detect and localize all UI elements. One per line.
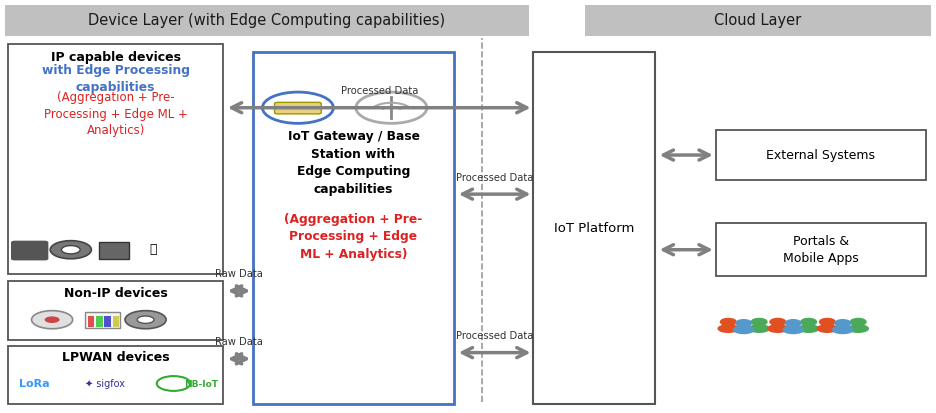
- Text: Processed Data: Processed Data: [456, 331, 534, 341]
- FancyBboxPatch shape: [99, 242, 129, 259]
- Text: IoT Gateway / Base
Station with
Edge Computing
capabilities: IoT Gateway / Base Station with Edge Com…: [287, 131, 419, 196]
- FancyBboxPatch shape: [585, 5, 930, 36]
- Circle shape: [45, 316, 60, 323]
- Ellipse shape: [848, 325, 869, 332]
- Ellipse shape: [718, 325, 739, 332]
- FancyBboxPatch shape: [8, 347, 223, 404]
- Bar: [88, 316, 95, 327]
- Text: ✦ sigfox: ✦ sigfox: [85, 379, 124, 389]
- FancyBboxPatch shape: [716, 223, 926, 276]
- Circle shape: [752, 318, 767, 325]
- FancyBboxPatch shape: [253, 52, 454, 404]
- Circle shape: [820, 318, 835, 325]
- Text: LPWAN devices: LPWAN devices: [62, 351, 169, 364]
- Ellipse shape: [817, 325, 838, 332]
- Text: (Aggregation + Pre-
Processing + Edge ML +
Analytics): (Aggregation + Pre- Processing + Edge ML…: [44, 91, 187, 137]
- Bar: [105, 316, 111, 327]
- Text: IoT Platform: IoT Platform: [554, 222, 635, 235]
- FancyBboxPatch shape: [274, 102, 321, 114]
- FancyBboxPatch shape: [6, 5, 529, 36]
- Circle shape: [835, 320, 851, 327]
- Circle shape: [770, 318, 785, 325]
- Text: External Systems: External Systems: [767, 149, 875, 161]
- Ellipse shape: [833, 326, 853, 334]
- Text: Portals &
Mobile Apps: Portals & Mobile Apps: [782, 235, 858, 265]
- FancyBboxPatch shape: [8, 44, 223, 274]
- Circle shape: [125, 311, 166, 329]
- Bar: [113, 316, 120, 327]
- Text: Processed Data: Processed Data: [456, 173, 534, 183]
- Circle shape: [785, 320, 801, 327]
- FancyBboxPatch shape: [8, 280, 223, 340]
- Circle shape: [801, 318, 816, 325]
- Text: 🚗: 🚗: [149, 243, 157, 256]
- Text: Non-IP devices: Non-IP devices: [64, 287, 168, 300]
- Circle shape: [850, 318, 866, 325]
- Ellipse shape: [749, 325, 769, 332]
- Text: Device Layer (with Edge Computing capabilities): Device Layer (with Edge Computing capabi…: [89, 13, 446, 28]
- Circle shape: [138, 316, 154, 323]
- Bar: [96, 316, 103, 327]
- Circle shape: [736, 320, 752, 327]
- Circle shape: [62, 246, 80, 254]
- Text: NB-IoT: NB-IoT: [183, 380, 218, 389]
- Text: Raw Data: Raw Data: [215, 269, 263, 279]
- Ellipse shape: [798, 325, 819, 332]
- Circle shape: [51, 241, 92, 259]
- FancyBboxPatch shape: [716, 131, 926, 180]
- Ellipse shape: [734, 326, 753, 334]
- Ellipse shape: [768, 325, 788, 332]
- FancyBboxPatch shape: [11, 241, 49, 261]
- Text: Processed Data: Processed Data: [341, 86, 417, 96]
- Text: LoRa: LoRa: [20, 379, 50, 389]
- Circle shape: [32, 311, 73, 329]
- FancyBboxPatch shape: [534, 52, 655, 404]
- Text: with Edge Processing
capabilities: with Edge Processing capabilities: [41, 64, 190, 94]
- Circle shape: [721, 318, 736, 325]
- Text: Raw Data: Raw Data: [215, 337, 263, 347]
- Text: IP capable devices: IP capable devices: [51, 51, 181, 64]
- Text: (Aggregation + Pre-
Processing + Edge
ML + Analytics): (Aggregation + Pre- Processing + Edge ML…: [285, 213, 423, 261]
- FancyBboxPatch shape: [85, 312, 121, 328]
- Text: Cloud Layer: Cloud Layer: [714, 13, 801, 28]
- Ellipse shape: [783, 326, 803, 334]
